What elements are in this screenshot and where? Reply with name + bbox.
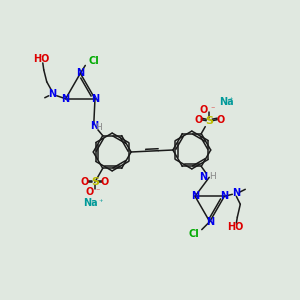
Text: O: O: [100, 177, 109, 187]
Text: N: N: [220, 191, 228, 201]
Text: N: N: [232, 188, 240, 198]
Text: S: S: [91, 177, 99, 187]
Text: S: S: [205, 116, 213, 126]
Text: Cl: Cl: [88, 56, 99, 66]
Text: O: O: [81, 177, 89, 187]
Text: N: N: [91, 94, 99, 104]
Text: ⁻: ⁻: [210, 104, 214, 113]
Text: Na: Na: [219, 97, 234, 107]
Text: N: N: [199, 172, 207, 182]
Text: O: O: [216, 115, 224, 125]
Text: N: N: [61, 94, 70, 104]
Text: ⁺: ⁺: [229, 96, 233, 105]
Text: O: O: [85, 187, 94, 197]
Text: N: N: [90, 121, 98, 131]
Text: H: H: [209, 172, 216, 181]
Text: ⁺: ⁺: [98, 198, 103, 207]
Text: H: H: [95, 123, 102, 132]
Text: HO: HO: [227, 222, 244, 232]
Text: HO: HO: [34, 54, 50, 64]
Text: O: O: [194, 115, 202, 125]
Text: ⁻: ⁻: [96, 187, 100, 196]
Text: O: O: [200, 105, 208, 115]
Text: Cl: Cl: [188, 229, 199, 238]
Text: Na: Na: [83, 198, 98, 208]
Text: N: N: [48, 89, 56, 99]
Text: N: N: [76, 68, 84, 78]
Text: N: N: [206, 217, 214, 227]
Text: N: N: [191, 191, 199, 201]
